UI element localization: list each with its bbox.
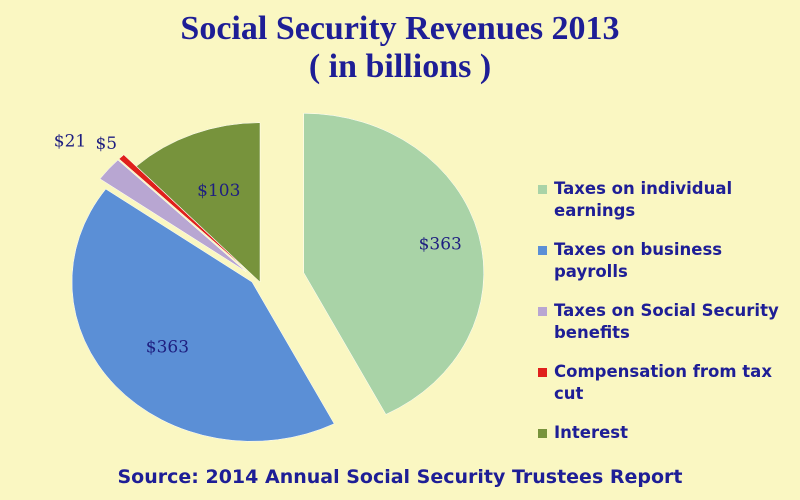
pie-slice-1 [71,188,335,442]
data-label-4: $103 [197,181,240,201]
chart-title: Social Security Revenues 2013 ( in billi… [0,10,800,86]
legend-label-3: Compensation from tax cut [554,362,772,403]
data-label-2: $21 [54,131,86,151]
legend-swatch-4 [538,429,547,438]
pie-slice-2 [99,159,247,272]
pie-slice-3 [118,154,248,271]
legend-label-2: Taxes on Social Security benefits [554,301,779,342]
legend: Taxes on individual earnings Taxes on bus… [538,178,788,461]
legend-label-4: Interest [554,423,629,442]
legend-swatch-2 [538,307,547,316]
data-label-0: $363 [419,234,462,254]
legend-item-2: Taxes on Social Security benefits [538,300,788,344]
legend-swatch-1 [538,246,547,255]
legend-item-3: Compensation from tax cut [538,361,788,405]
chart-subtitle: ( in billions ) [308,48,492,85]
legend-swatch-0 [538,185,547,194]
legend-label-1: Taxes on business payrolls [554,240,723,281]
legend-item-4: Interest [538,422,788,444]
pie-slice-0 [303,113,484,415]
data-label-1: $363 [146,337,189,357]
data-label-3: $5 [95,134,117,154]
legend-swatch-3 [538,368,547,377]
legend-label-0: Taxes on individual earnings [554,179,733,220]
legend-item-0: Taxes on individual earnings [538,178,788,222]
chart-title-line: Social Security Revenues 2013 [180,10,620,47]
source-note: Source: 2014 Annual Social Security Trus… [117,466,683,488]
legend-item-1: Taxes on business payrolls [538,239,788,283]
pie-slice-4 [136,122,261,283]
